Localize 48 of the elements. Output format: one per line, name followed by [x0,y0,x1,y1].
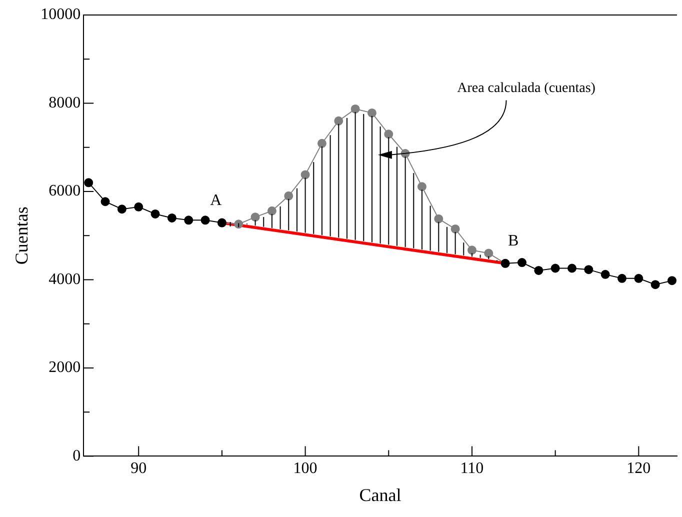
point [267,206,276,216]
point [517,258,526,268]
point [550,264,560,273]
point [534,266,544,275]
point [200,216,210,225]
y-axis-title: Cuentas [12,206,32,265]
y-tick-label: 2000 [48,359,81,376]
point [450,224,460,234]
point [150,209,160,218]
point [134,202,144,212]
point [350,104,360,114]
annotation: A [210,192,222,210]
point [434,214,444,224]
y-tick-label: 6000 [48,182,81,200]
point [600,270,610,279]
y-tick-label: 4000 [48,270,81,288]
point [117,204,126,214]
x-tick-label: 110 [460,460,484,478]
y-tick-label: 10000 [40,6,81,24]
y-tick-label: 0 [72,447,81,464]
point [300,170,310,180]
point [167,213,176,222]
point [334,116,344,126]
point [668,276,676,286]
point [234,220,244,229]
point [484,248,494,258]
point [317,138,326,148]
x-tick-label: 90 [130,460,147,478]
point [284,191,294,200]
point [650,280,660,290]
annotation: B [508,232,519,250]
x-tick-label: 100 [293,460,318,478]
point [467,246,476,255]
point [417,182,426,192]
point [617,274,626,283]
x-axis-title: Canal [359,484,402,505]
x-tick-label: 120 [626,460,651,478]
point [184,216,194,225]
point [250,212,260,222]
y-tick-label: 8000 [48,94,81,112]
point [634,274,644,283]
point [100,197,110,206]
annotation: Area calculada (cuentas) [457,80,596,96]
point [84,178,94,188]
point [584,265,594,274]
point [367,108,376,118]
point [567,264,576,273]
point [384,130,394,139]
